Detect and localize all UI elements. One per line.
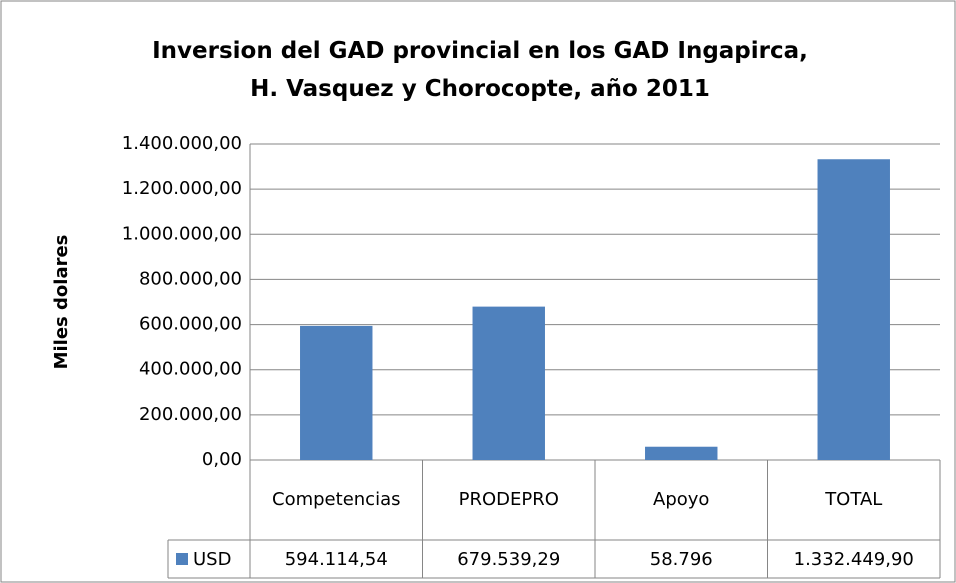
y-tick-label: 800.000,00 <box>139 268 242 289</box>
data-label: 679.539,29 <box>457 549 560 570</box>
y-tick-label: 1.000.000,00 <box>122 223 242 244</box>
legend-swatch <box>176 553 188 565</box>
y-tick-label: 1.400.000,00 <box>122 133 242 154</box>
y-tick-label: 600.000,00 <box>139 314 242 335</box>
y-tick-label: 200.000,00 <box>139 404 242 425</box>
data-label: 1.332.449,90 <box>794 549 914 570</box>
bar <box>472 306 545 460</box>
y-axis-label: Miles dolares <box>51 235 72 370</box>
y-tick-label: 400.000,00 <box>139 359 242 380</box>
x-tick-label: PRODEPRO <box>459 489 559 510</box>
y-tick-label: 1.200.000,00 <box>122 178 242 199</box>
bar <box>817 159 890 461</box>
legend-label: USD <box>193 549 231 570</box>
bar <box>645 446 718 460</box>
x-tick-label: Competencias <box>272 489 400 510</box>
y-tick-label: 0,00 <box>202 449 242 470</box>
chart-title: Inversion del GAD provincial en los GAD … <box>152 38 808 102</box>
bar <box>300 325 373 460</box>
x-tick-label: TOTAL <box>824 489 882 510</box>
data-label: 58.796 <box>650 549 713 570</box>
x-tick-label: Apoyo <box>653 489 709 510</box>
data-label: 594.114,54 <box>285 549 388 570</box>
